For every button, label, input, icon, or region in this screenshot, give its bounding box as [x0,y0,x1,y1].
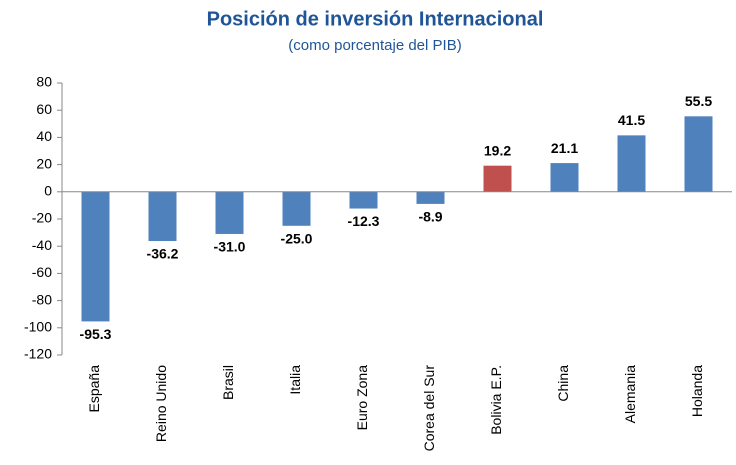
bar [550,163,579,192]
bar [483,165,512,192]
x-tick-label: Bolivia E.P. [488,365,504,435]
value-label: -95.3 [80,326,112,342]
value-label: 41.5 [618,112,645,128]
value-label: 19.2 [484,142,511,158]
chart-title: Posición de inversión Internacional [207,8,544,30]
y-tick-label: 80 [36,74,52,90]
y-tick-label: 0 [44,183,52,199]
y-tick-label: 20 [36,155,52,171]
x-tick-label: España [86,365,102,413]
value-label: -25.0 [281,231,313,247]
bar [416,191,445,204]
x-tick-label: China [555,365,571,402]
y-tick-label: -120 [24,346,52,362]
bar [148,191,177,242]
bar [684,116,713,192]
x-tick-label: Brasil [220,365,236,400]
x-tick-label: Euro Zona [354,365,370,431]
value-label: 21.1 [551,140,578,156]
bar [349,191,378,209]
bar [282,191,311,226]
y-tick-label: -20 [32,210,52,226]
y-tick-label: -40 [32,237,52,253]
x-tick-label: Reino Unido [153,365,169,442]
y-tick-label: 60 [36,101,52,117]
bar [617,135,646,192]
value-label: -12.3 [348,213,380,229]
x-tick-label: Italia [287,365,303,395]
y-tick-label: -80 [32,291,52,307]
value-label: 55.5 [685,93,712,109]
y-tick-label: -100 [24,319,52,335]
chart-subtitle: (como porcentaje del PIB) [288,37,461,54]
x-tick-label: Corea del Sur [421,365,437,452]
bar [215,191,244,234]
value-label: -31.0 [214,239,246,255]
x-tick-label: Alemania [622,365,638,424]
value-label: -8.9 [418,209,442,225]
y-tick-label: 40 [36,128,52,144]
value-label: -36.2 [147,246,179,262]
y-tick-label: -60 [32,264,52,280]
bar [81,191,110,322]
x-tick-label: Holanda [689,365,705,417]
